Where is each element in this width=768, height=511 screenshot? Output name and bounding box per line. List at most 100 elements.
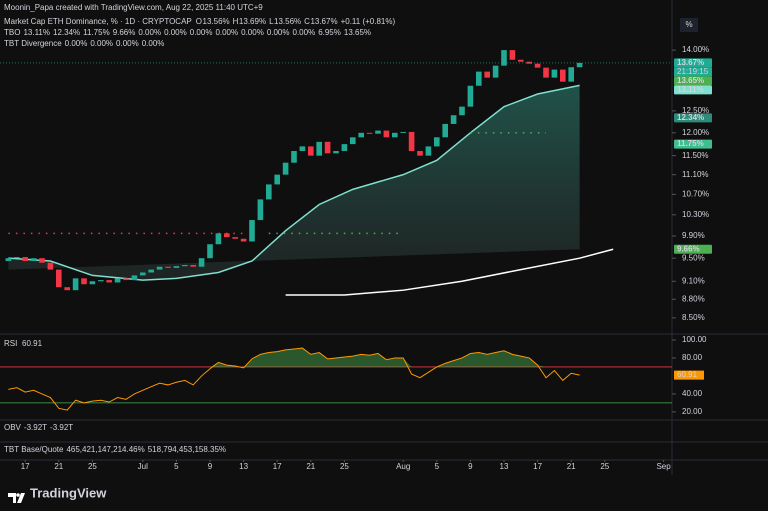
candle (39, 258, 45, 263)
price-badge (674, 139, 712, 149)
y-tick-label: 10.30% (682, 210, 709, 219)
y-tick-label: 11.10% (682, 170, 709, 179)
rsi-tick-label: 40.00 (682, 389, 703, 398)
y-tick-label: 12.50% (682, 106, 709, 115)
price-badge-label: 11.75% (677, 139, 704, 148)
price-badge-label: 9.66% (677, 244, 700, 253)
candle (434, 137, 440, 147)
logo (8, 493, 25, 503)
candle (375, 130, 381, 134)
rsi-legend-value: 60.91 (22, 339, 43, 348)
candle (148, 269, 154, 273)
countdown-badge (674, 67, 712, 77)
candle (467, 85, 474, 107)
candle (14, 257, 20, 259)
countdown: 21:19:15 (677, 67, 709, 76)
legend-ohlc: C (304, 17, 310, 26)
x-tick-label: 17 (273, 462, 282, 471)
candle (408, 131, 415, 152)
legend-ohlc: H (233, 17, 239, 26)
x-tick-label: 5 (174, 462, 179, 471)
x-tick-label: 17 (533, 462, 542, 471)
candle (392, 132, 398, 138)
candle (551, 69, 558, 78)
candle (509, 50, 516, 60)
price-badge (674, 244, 712, 254)
legend-item: -3.92T (24, 423, 47, 432)
candle (383, 130, 390, 138)
y-tick-label: 8.80% (682, 294, 705, 303)
price-badge-label: 13.67% (677, 58, 704, 67)
candle (459, 106, 465, 116)
candle (249, 220, 255, 242)
header: Moonin_Papa created with TradingView.com… (4, 3, 263, 12)
candle (22, 257, 28, 262)
candle (98, 280, 104, 282)
legend-item: 9.66% (113, 28, 136, 37)
price-badge (674, 113, 712, 123)
candle (198, 258, 205, 267)
legend-ohlc: 13.56% (274, 17, 301, 26)
legend-item: TBO (4, 28, 20, 37)
legend-item: 0.00% (142, 39, 165, 48)
candle (224, 233, 230, 238)
legend-item: 0.00% (116, 39, 139, 48)
candle (47, 262, 54, 270)
legend-item: 0.00% (293, 28, 316, 37)
candle (308, 146, 314, 156)
x-tick-label: 25 (600, 462, 609, 471)
price-badge-label: 12.34% (677, 113, 704, 122)
scale-button-label[interactable]: % (685, 20, 692, 29)
price-badge-label: 13.11% (677, 85, 704, 94)
candle (400, 131, 406, 133)
candle (274, 174, 280, 185)
y-tick-label: 11.50% (682, 151, 709, 160)
candle (232, 237, 238, 239)
candle (182, 265, 188, 267)
candle (291, 151, 297, 163)
x-tick-label: 21 (54, 462, 63, 471)
candle (450, 115, 457, 124)
candle (492, 65, 499, 78)
y-tick-label: 10.70% (682, 189, 709, 198)
candle (215, 233, 222, 245)
legend-item: 0.00% (241, 28, 264, 37)
legend-title: Market Cap ETH Dominance, % · 1D · CRYPT… (4, 17, 192, 26)
candle (476, 71, 482, 86)
candle (30, 258, 37, 262)
legend-item: -3.92T (50, 423, 73, 432)
legend-item: 518,794,453,158.35% (148, 445, 226, 454)
candle (106, 280, 112, 283)
overlay-line (285, 248, 614, 296)
legend-ohlc: L (269, 17, 274, 26)
candle (207, 244, 213, 259)
candle (64, 287, 70, 291)
legend-ohlc: 13.56% (203, 17, 230, 26)
candle (442, 123, 448, 138)
band-area (8, 85, 580, 281)
price-badge-label: 13.65% (677, 76, 704, 85)
rsi-tick-label: 80.00 (682, 353, 703, 362)
candle (257, 199, 264, 221)
legend-item: 0.00% (164, 28, 187, 37)
x-tick-label: 13 (500, 462, 509, 471)
price-badge (674, 85, 712, 95)
y-tick-label: 12.00% (682, 128, 709, 137)
candle (425, 146, 432, 156)
candle (316, 141, 322, 156)
scale-button[interactable] (680, 18, 698, 32)
candle (543, 67, 549, 78)
candle (417, 151, 423, 156)
candle (299, 146, 306, 152)
candle (576, 62, 583, 68)
legend-item: 0.00% (90, 39, 113, 48)
candle (131, 275, 138, 281)
candle (484, 71, 490, 78)
candle (266, 184, 272, 200)
candle (366, 132, 373, 134)
x-tick-label: 13 (239, 462, 248, 471)
legend-item: 11.75% (83, 28, 110, 37)
legend-ohlc: 13.69% (239, 17, 266, 26)
rsi-badge-label: 60.91 (677, 370, 698, 379)
